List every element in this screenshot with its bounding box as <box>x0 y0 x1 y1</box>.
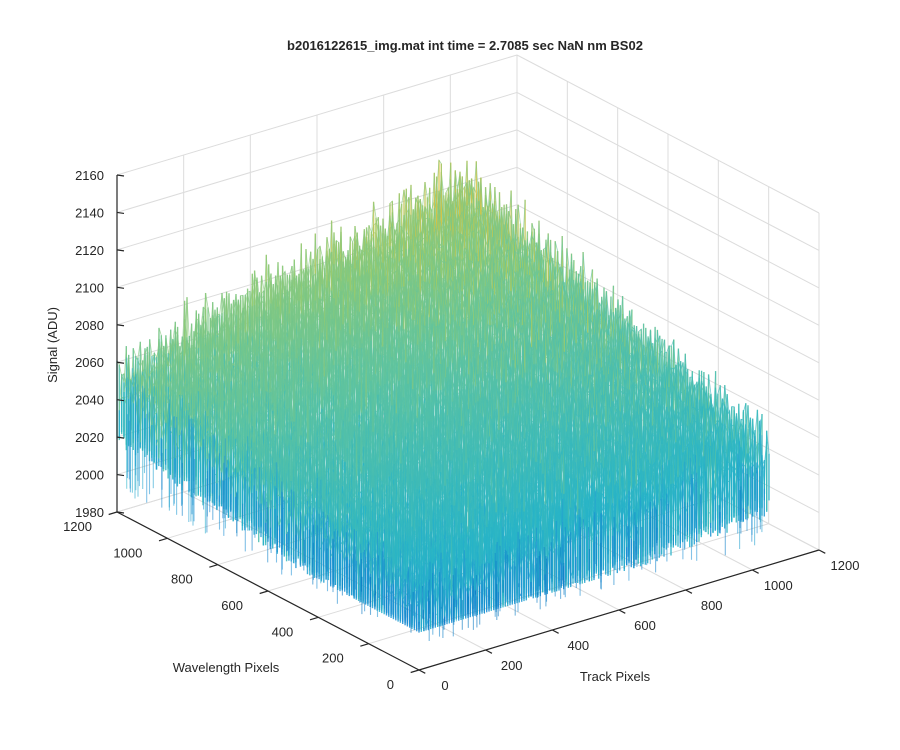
data-surface <box>117 160 769 641</box>
